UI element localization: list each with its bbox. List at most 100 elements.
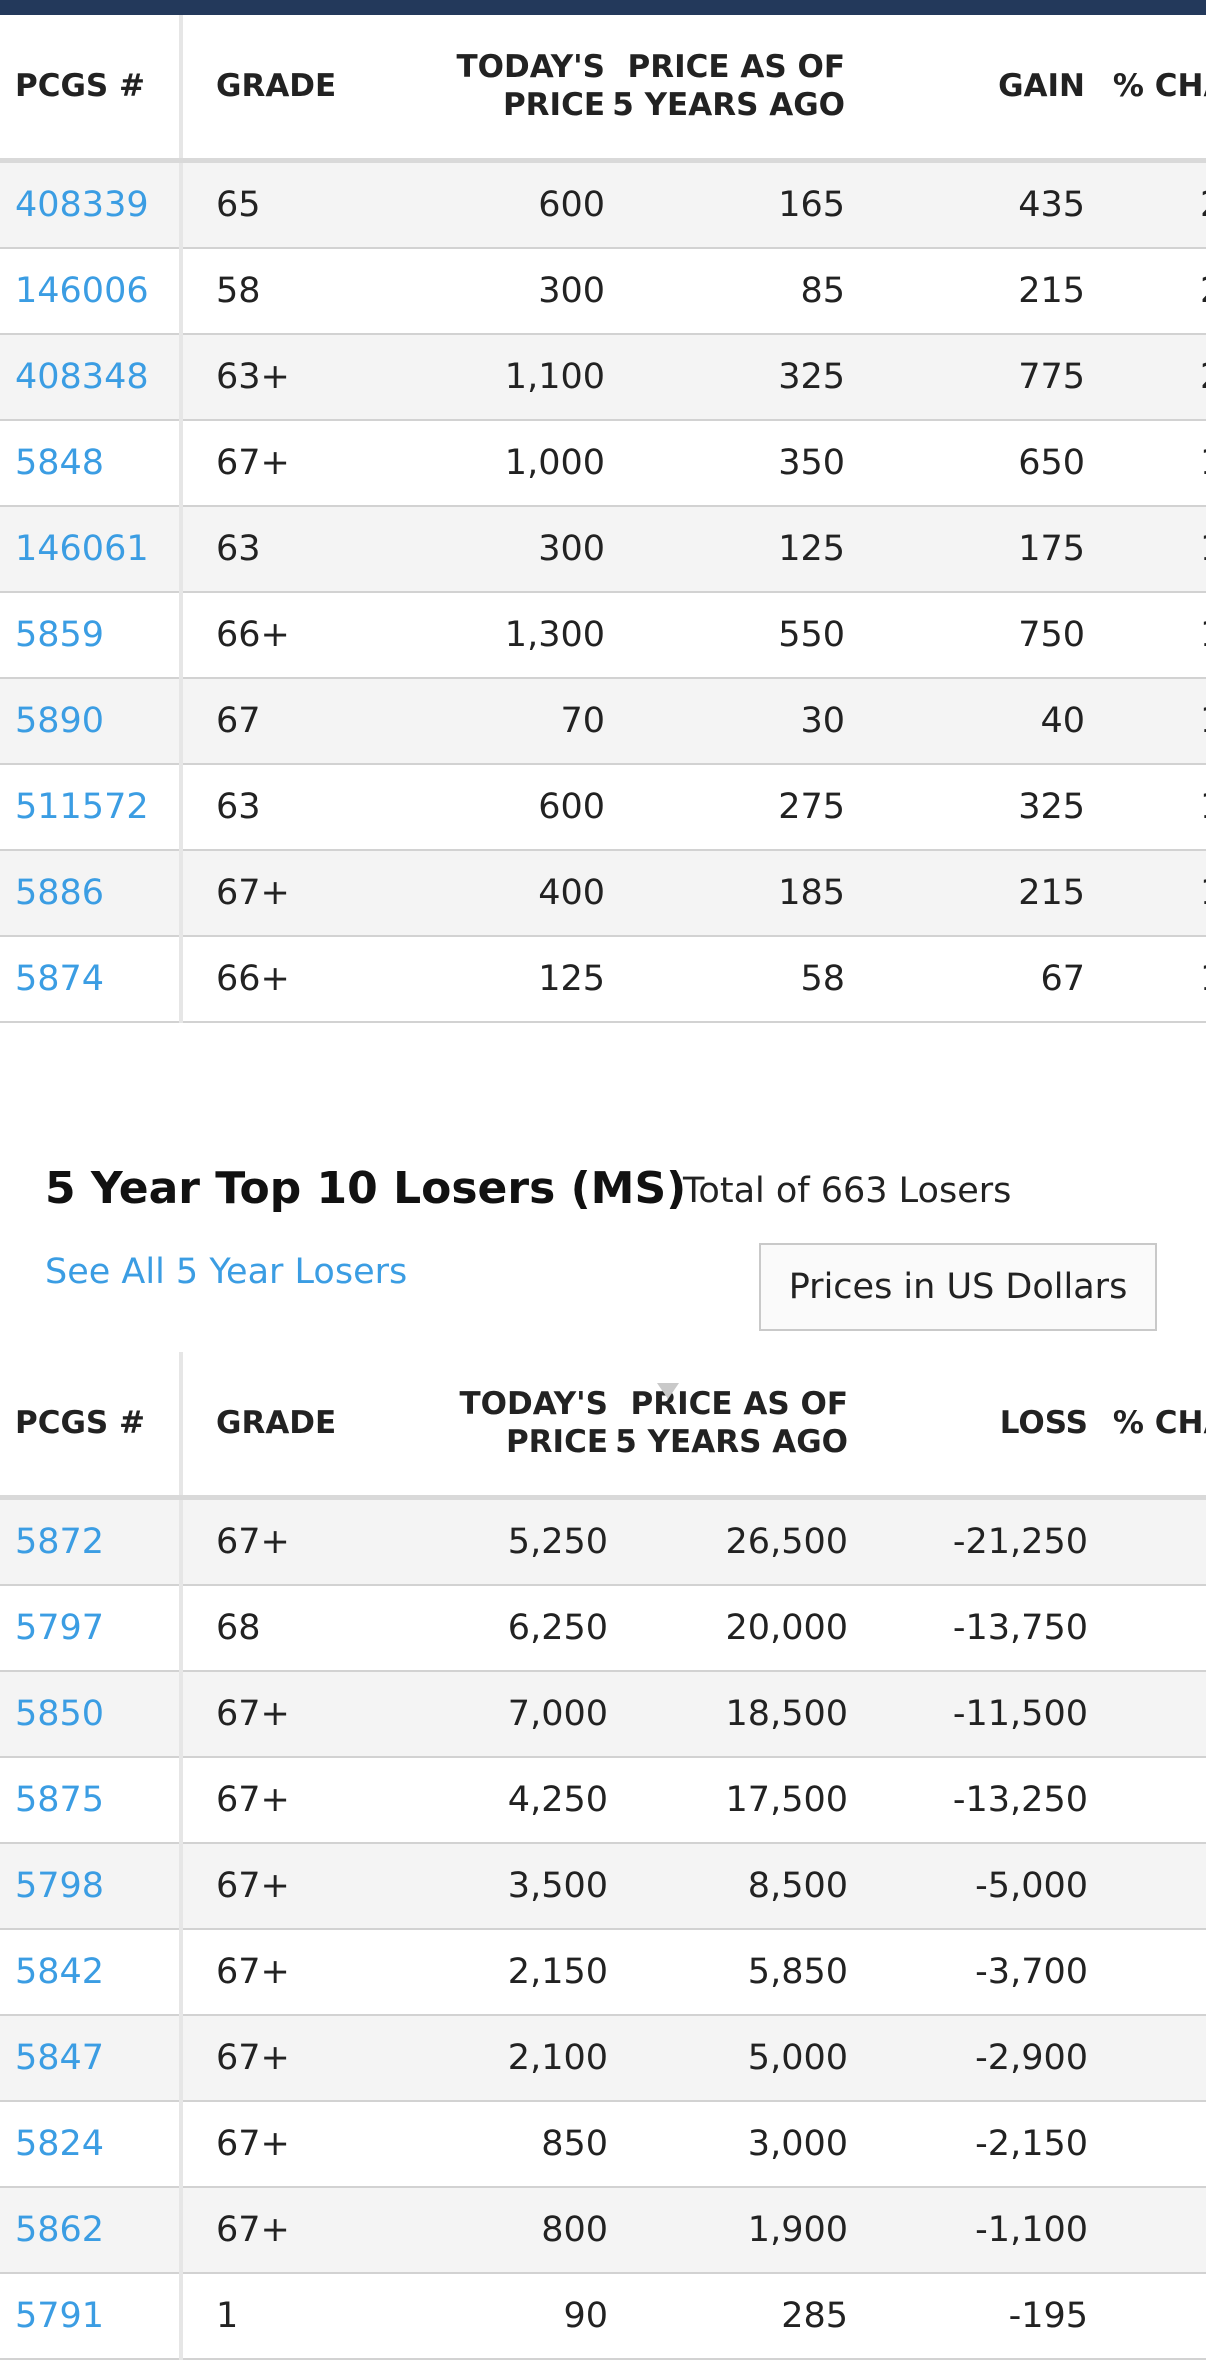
pcgs-number-link[interactable]: 5872: [15, 1521, 105, 1562]
pct-change-cell: 116%: [1085, 934, 1206, 1023]
col-header-pcgs[interactable]: PCGS #: [0, 1352, 183, 1500]
table-row: 511572 63600275325118%: [0, 762, 1206, 850]
pcgs-number-cell: 5886: [0, 848, 183, 936]
pcgs-number-cell: 511572: [0, 762, 183, 850]
col-header-gain[interactable]: GAIN: [845, 15, 1085, 163]
pcgs-number-cell: 5797: [0, 1583, 183, 1671]
pcgs-number-cell: 5862: [0, 2185, 183, 2273]
pct-change-cell: 264%: [1085, 159, 1206, 248]
price-5-years-ago-cell: 185: [605, 848, 845, 936]
col-header-pct-change[interactable]: % CHANGE: [1085, 15, 1206, 163]
pcgs-number-link[interactable]: 5824: [15, 2123, 105, 2164]
grade-cell: 67+: [181, 2013, 381, 2101]
col-header-grade[interactable]: GRADE: [181, 1352, 381, 1500]
pcgs-number-link[interactable]: 5859: [15, 614, 105, 655]
col-header-pcgs[interactable]: PCGS #: [0, 15, 183, 163]
pcgs-number-link[interactable]: 5842: [15, 1951, 105, 1992]
losers-section-title: 5 Year Top 10 Losers (MS): [45, 1163, 687, 1214]
pct-change-cell: -69%: [1088, 1583, 1206, 1671]
pcgs-number-cell: 5847: [0, 2013, 183, 2101]
price-5-years-ago-cell: 58: [605, 934, 845, 1023]
grade-cell: 63+: [181, 332, 376, 420]
grade-cell: 67+: [181, 1496, 381, 1585]
pct-change-cell: 253%: [1085, 246, 1206, 334]
todays-price-cell: 300: [376, 504, 605, 592]
todays-price-cell: 5,250: [381, 1496, 608, 1585]
change-cell: -2,150: [848, 2099, 1088, 2187]
col-header-price-5-years-ago[interactable]: PRICE AS OF 5 YEARS AGO: [608, 1352, 848, 1500]
col-header-todays-price[interactable]: TODAY'S PRICE: [376, 15, 605, 163]
pcgs-number-link[interactable]: 5890: [15, 700, 105, 741]
todays-price-cell: 125: [376, 934, 605, 1023]
change-cell: -3,700: [848, 1927, 1088, 2015]
losers-header-row: PCGS # GRADE TODAY'S PRICE PRICE AS OF 5…: [0, 1352, 1206, 1500]
grade-cell: 63: [181, 504, 376, 592]
price-5-years-ago-cell: 20,000: [608, 1583, 848, 1671]
pct-change-cell: 140%: [1085, 504, 1206, 592]
top-nav-bar: [0, 0, 1206, 15]
todays-price-cell: 6,250: [381, 1583, 608, 1671]
grade-cell: 1: [181, 2271, 381, 2360]
todays-price-cell: 2,100: [381, 2013, 608, 2101]
change-cell: -21,250: [848, 1496, 1088, 1585]
todays-price-cell: 1,100: [376, 332, 605, 420]
todays-price-cell: 600: [376, 159, 605, 248]
todays-price-cell: 4,250: [381, 1755, 608, 1843]
table-row: 5874 66+1255867116%: [0, 934, 1206, 1023]
pcgs-number-link[interactable]: 5850: [15, 1693, 105, 1734]
col-header-todays-price[interactable]: TODAY'S PRICE: [381, 1352, 608, 1500]
todays-price-cell: 7,000: [381, 1669, 608, 1757]
price-5-years-ago-cell: 30: [605, 676, 845, 764]
sort-descending-icon[interactable]: [657, 1383, 679, 1399]
pct-change-cell: -72%: [1088, 2099, 1206, 2187]
pcgs-number-link[interactable]: 146006: [15, 270, 149, 311]
table-row: 146061 63300125175140%: [0, 504, 1206, 592]
pcgs-number-link[interactable]: 146061: [15, 528, 149, 569]
pcgs-number-link[interactable]: 5874: [15, 958, 105, 999]
price-5-years-ago-cell: 550: [605, 590, 845, 678]
pcgs-number-link[interactable]: 5798: [15, 1865, 105, 1906]
pcgs-number-link[interactable]: 5886: [15, 872, 105, 913]
todays-price-cell: 2,150: [381, 1927, 608, 2015]
pcgs-number-link[interactable]: 408348: [15, 356, 149, 397]
see-all-losers-link[interactable]: See All 5 Year Losers: [45, 1252, 408, 1292]
pcgs-number-link[interactable]: 5791: [15, 2295, 105, 2336]
grade-cell: 67+: [181, 2099, 381, 2187]
pcgs-number-link[interactable]: 408339: [15, 184, 149, 225]
pcgs-number-link[interactable]: 5847: [15, 2037, 105, 2078]
pct-change-cell: -68%: [1088, 2271, 1206, 2360]
currency-selector[interactable]: Prices in US Dollars: [759, 1243, 1157, 1331]
price-5-years-ago-cell: 3,000: [608, 2099, 848, 2187]
todays-price-cell: 1,000: [376, 418, 605, 506]
pcgs-number-link[interactable]: 511572: [15, 786, 149, 827]
change-cell: 175: [845, 504, 1085, 592]
pcgs-number-link[interactable]: 5797: [15, 1607, 105, 1648]
pct-change-cell: 118%: [1085, 762, 1206, 850]
col-header-grade[interactable]: GRADE: [181, 15, 376, 163]
change-cell: 215: [845, 848, 1085, 936]
pcgs-number-cell: 5890: [0, 676, 183, 764]
grade-cell: 66+: [181, 590, 376, 678]
pct-change-cell: -76%: [1088, 1755, 1206, 1843]
pcgs-number-link[interactable]: 5848: [15, 442, 105, 483]
pct-change-cell: 116%: [1085, 848, 1206, 936]
price-5-years-ago-cell: 5,000: [608, 2013, 848, 2101]
table-row: 5848 67+1,000350650186%: [0, 418, 1206, 506]
col-header-pct-change[interactable]: % CHANGE: [1088, 1352, 1206, 1500]
pcgs-number-link[interactable]: 5862: [15, 2209, 105, 2250]
pcgs-number-cell: 408339: [0, 159, 183, 248]
col-header-price-5-years-ago[interactable]: PRICE AS OF 5 YEARS AGO: [605, 15, 845, 163]
pcgs-number-link[interactable]: 5875: [15, 1779, 105, 1820]
col-header-loss[interactable]: LOSS: [848, 1352, 1088, 1500]
todays-price-cell: 800: [381, 2185, 608, 2273]
change-cell: -13,250: [848, 1755, 1088, 1843]
price-5-years-ago-cell: 275: [605, 762, 845, 850]
pcgs-number-cell: 5872: [0, 1496, 183, 1585]
pcgs-number-cell: 146006: [0, 246, 183, 334]
